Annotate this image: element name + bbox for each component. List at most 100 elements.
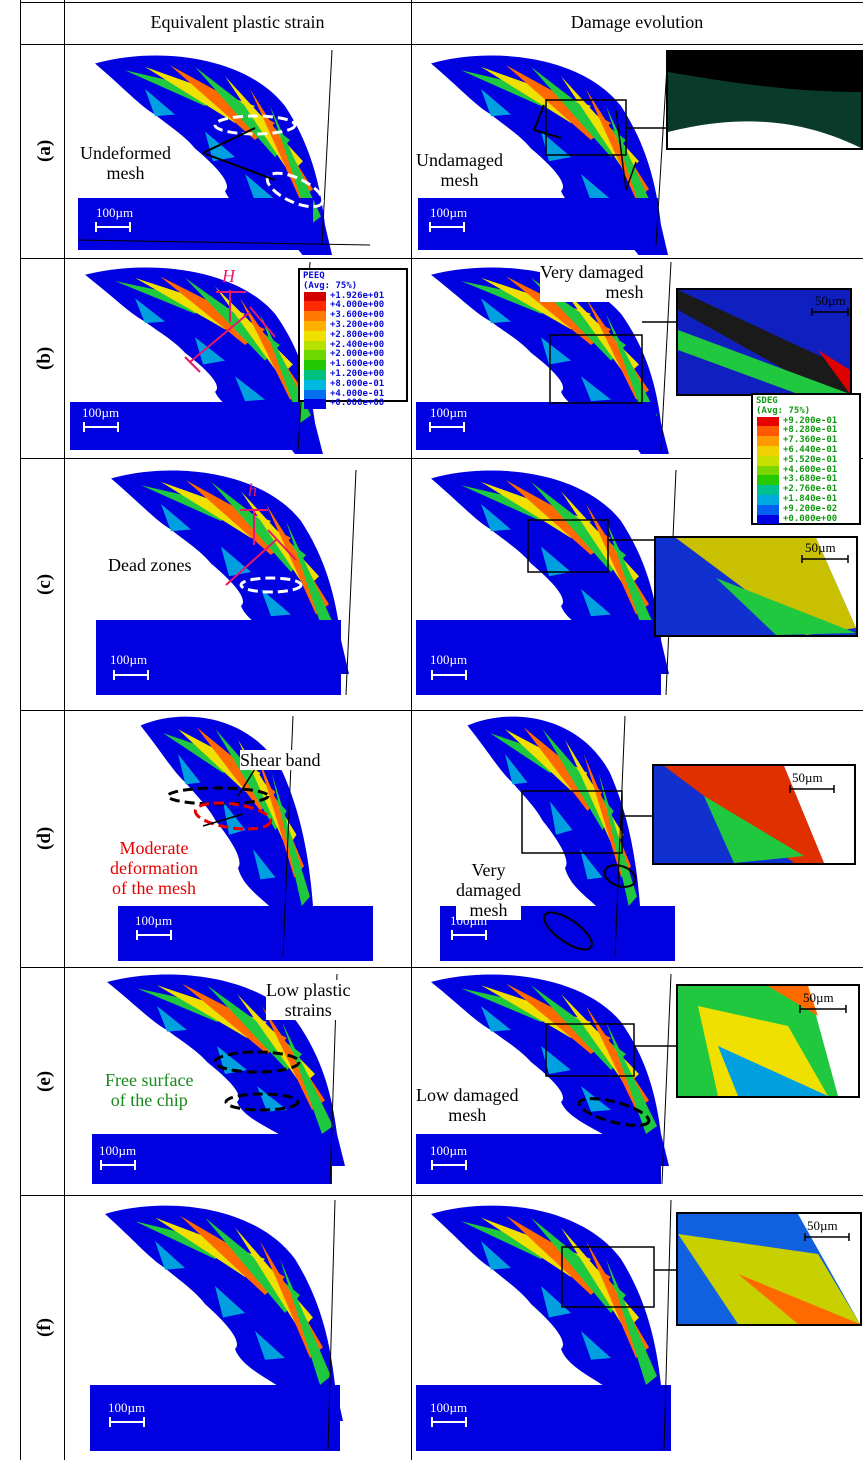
legend_peeq-swatch [304,311,326,321]
scale-50um-b: 50µm [815,293,846,308]
legend_peeq-row: +2.000e+00 [300,349,406,361]
legend_sdeg-value: +9.200e-01 [783,415,838,426]
scale-100um-d-left: 100µm [135,913,173,928]
legend_sdeg-swatch [757,426,779,437]
scale-50um-d: 50µm [792,770,823,785]
legend_sdeg-row: +9.200e-02 [753,504,859,515]
scale-100um-d-right: 100µm [450,913,488,928]
legend_sdeg-value: +1.840e-01 [783,493,838,504]
legend_sdeg-row: +6.440e-01 [753,444,859,456]
scale-50um-a: 50µm [808,56,839,71]
legend_peeq-row: +8.000e-01 [300,378,406,390]
legend_peeq-row: +3.600e+00 [300,310,406,321]
legend_sdeg-value: +6.440e-01 [783,444,838,455]
scale-50um-e: 50µm [803,990,834,1005]
legend_sdeg-swatch [757,485,779,495]
legend_peeq-value: +4.000e-01 [330,388,385,399]
label-h: h [248,480,257,500]
legend_sdeg-row: +3.680e-01 [753,475,859,486]
label-shear-band: Shear band [240,750,321,770]
scale-100um-c-right: 100µm [430,652,468,667]
legend_sdeg-row: +2.760e-01 [753,484,859,495]
label-very-damaged-mesh-d: Very damaged mesh [456,860,521,920]
legend_sdeg-swatch [757,436,779,446]
legend_sdeg-swatch [757,455,779,466]
legend_peeq-row: +1.600e+00 [300,359,406,370]
legend_peeq-value: +1.200e+00 [330,368,385,379]
zoom-inset-b [676,288,852,396]
peeq-panel-e [92,974,392,1190]
legend_peeq-value: +2.000e+00 [330,349,385,360]
scale-100um-e-left: 100µm [99,1143,137,1158]
row-label-d: (d) [34,826,55,851]
legend_peeq-value: +1.926e+01 [330,290,385,301]
legend_peeq-value: +2.800e+00 [330,329,385,340]
zoom-inset-d [652,764,856,865]
scale-100um-c-left: 100µm [110,652,148,667]
legend_sdeg-value: +8.280e-01 [783,425,838,436]
legend-peeq: PEEQ (Avg: 75%) +1.926e+01 +4.000e+00 +3.6… [298,268,408,410]
legend_peeq-swatch [304,330,326,341]
header-damage-evolution: Damage evolution [570,12,704,32]
legend_peeq-value: +1.600e+00 [330,359,385,370]
label-undamaged-mesh: Undamaged mesh [416,150,503,190]
scale-100um-b-left: 100µm [82,405,120,420]
peeq-panel-f [90,1200,390,1455]
row-label-a: (a) [34,139,55,163]
row-label-f: (f) [34,1318,55,1337]
legend_sdeg-row: +1.840e-01 [753,493,859,505]
legend_peeq-value: +0.000e+00 [330,398,385,409]
scale-100um-a-left: 100µm [96,205,134,220]
legend_sdeg-value: +2.760e-01 [783,484,838,495]
legend_peeq-row: +1.926e+01 [300,290,406,302]
scale-100um-b-right: 100µm [430,405,468,420]
legend_peeq-swatch [304,291,326,302]
legend_sdeg-swatch [757,445,779,456]
legend_peeq-value: +2.400e+00 [330,339,385,350]
legend_sdeg-value: +5.520e-01 [783,454,838,465]
legend_sdeg-row: +8.280e-01 [753,425,859,437]
row-label-c: (c) [34,573,55,595]
label-undeformed-mesh: Undeformed mesh [80,143,171,183]
legend_peeq-swatch [304,369,326,380]
zoom-inset-f [676,1212,862,1326]
scale-100um-e-right: 100µm [430,1143,468,1158]
legend_peeq-row: +3.200e+00 [300,320,406,331]
legend_peeq-swatch [304,399,326,410]
legend-sdeg-title: SDEG [756,396,778,406]
header-equivalent-plastic-strain: Equivalent plastic strain [150,12,325,32]
legend_peeq-row: +0.000e+00 [300,398,406,410]
label-very-damaged-mesh-b: Very damaged mesh [540,262,644,302]
label-low-plastic-strains: Low plastic strains [266,980,351,1020]
legend_peeq-row: +4.000e+00 [300,301,406,312]
sdeg-panel-f [416,1200,716,1455]
legend_sdeg-value: +4.600e-01 [783,464,838,475]
peeq-panel-c [96,470,396,706]
legend_sdeg-value: +7.360e-01 [783,435,838,446]
legend_peeq-row: +2.800e+00 [300,329,406,341]
row-label-e: (e) [34,1070,55,1092]
legend_peeq-value: +3.600e+00 [330,310,385,321]
legend_peeq-swatch [304,379,326,390]
legend_sdeg-row: +4.600e-01 [753,464,859,476]
legend-sdeg-subtitle: (Avg: 75%) [756,405,811,416]
legend_sdeg-row: +5.520e-01 [753,454,859,466]
zoom-inset-c [654,536,858,637]
legend_peeq-row: +4.000e-01 [300,388,406,400]
legend_sdeg-swatch [757,475,779,486]
legend-peeq-title: PEEQ [303,271,325,281]
legend_sdeg-swatch [757,504,779,515]
legend_peeq-value: +8.000e-01 [330,378,385,389]
peeq-panel-a [70,50,410,255]
legend_peeq-swatch [304,350,326,361]
legend-sdeg: SDEG (Avg: 75%) +9.200e-01 +8.280e-01 +7.3… [751,393,861,525]
peeq-panel-d [118,716,398,964]
sdeg-panel-a [416,50,716,255]
zoom-inset-e [676,984,860,1098]
sdeg-panel-e [416,974,716,1190]
scale-50um-c: 50µm [805,540,836,555]
legend_sdeg-row: +0.000e+00 [753,514,859,525]
legend_sdeg-swatch [757,465,779,476]
zoom-inset-a [666,50,863,150]
label-H: H [222,266,235,286]
